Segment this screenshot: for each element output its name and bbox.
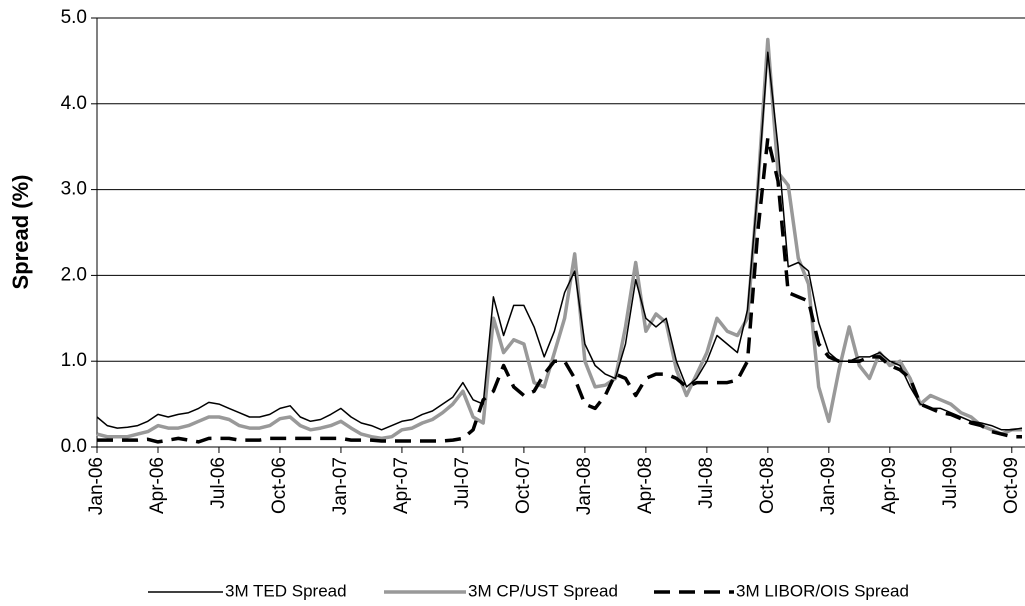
x-tick-label: Jan-08 bbox=[574, 457, 595, 515]
x-tick-label: Jul-08 bbox=[696, 457, 717, 509]
y-tick-label: 3.0 bbox=[61, 179, 87, 200]
x-tick-label: Apr-07 bbox=[391, 457, 412, 514]
y-tick-label: 0.0 bbox=[61, 436, 87, 457]
y-tick-label: 1.0 bbox=[61, 350, 87, 371]
series-line bbox=[96, 51, 1023, 431]
x-tick-label: Oct-07 bbox=[513, 457, 534, 514]
y-axis-label: Spread (%) bbox=[8, 175, 33, 290]
y-tick-label: 2.0 bbox=[61, 264, 87, 285]
series-line bbox=[97, 136, 1022, 444]
x-tick-label: Apr-08 bbox=[635, 457, 656, 514]
x-tick-label: Apr-09 bbox=[879, 457, 900, 514]
x-tick-label: Jan-09 bbox=[818, 457, 839, 515]
x-tick-label: Jul-07 bbox=[452, 457, 473, 509]
series-line bbox=[96, 37, 1022, 441]
x-tick-label: Jan-07 bbox=[330, 457, 351, 515]
legend-label: 3M TED Spread bbox=[225, 581, 347, 600]
x-tick-label: Apr-06 bbox=[147, 457, 168, 514]
legend-label: 3M CP/UST Spread bbox=[468, 581, 618, 600]
x-tick-label: Jul-06 bbox=[208, 457, 229, 509]
y-tick-label: 5.0 bbox=[61, 7, 87, 28]
x-tick-label: Oct-08 bbox=[757, 457, 778, 514]
y-tick-label: 4.0 bbox=[61, 93, 87, 114]
x-tick-label: Oct-06 bbox=[269, 457, 290, 514]
legend-label: 3M LIBOR/OIS Spread bbox=[736, 581, 909, 600]
x-tick-label: Oct-09 bbox=[1001, 457, 1022, 514]
x-tick-label: Jul-09 bbox=[940, 457, 961, 509]
legend: 3M TED Spread 3M CP/UST Spread 3M LIBOR/OI… bbox=[148, 581, 909, 600]
x-tick-label: Jan-06 bbox=[86, 457, 107, 515]
